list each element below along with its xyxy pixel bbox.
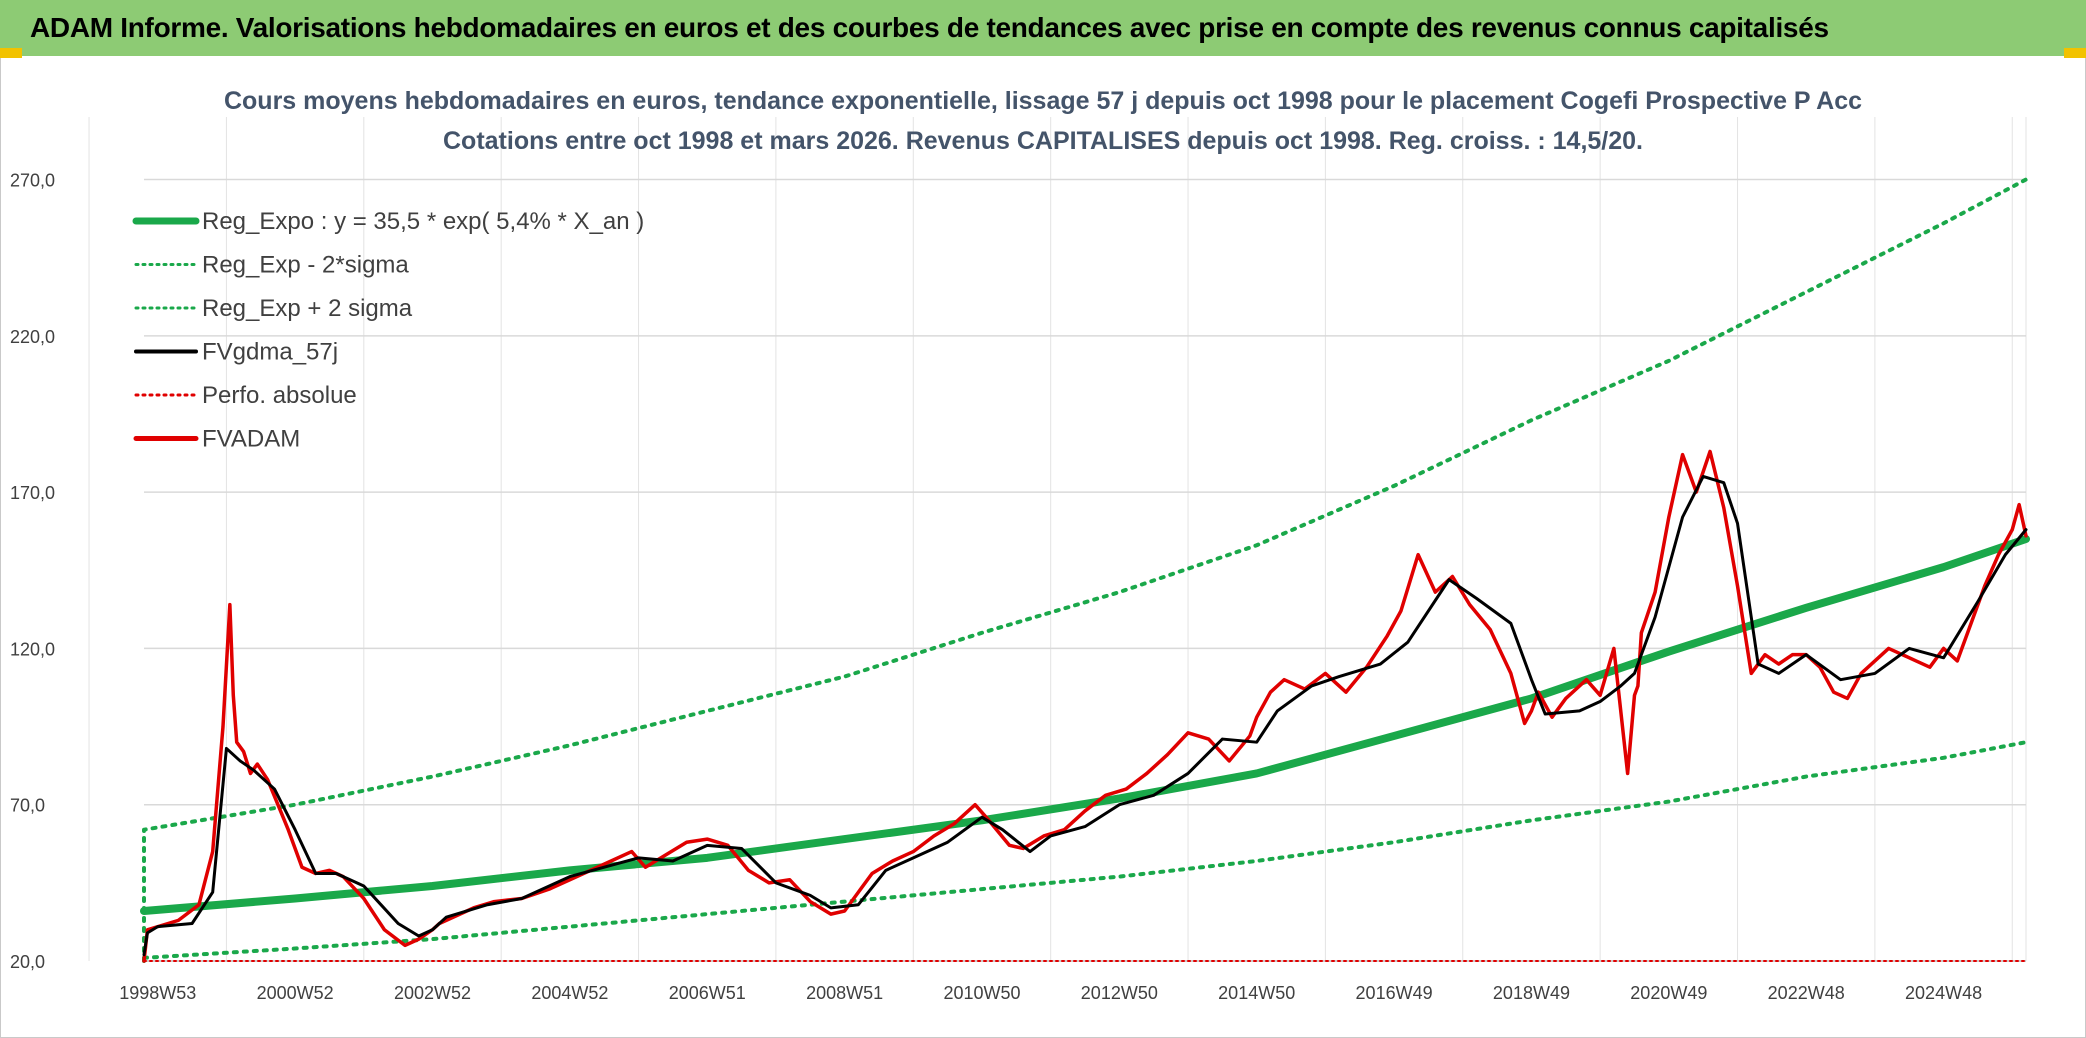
y-tick-label: 70,0	[10, 796, 45, 816]
x-tick-label: 2020W49	[1630, 983, 1707, 1003]
x-tick-label: 2002W52	[394, 983, 471, 1003]
y-tick-label: 220,0	[10, 327, 55, 347]
x-tick-label: 2006W51	[669, 983, 746, 1003]
x-tick-label: 2010W50	[943, 983, 1020, 1003]
series-line-reg-expo	[140, 535, 2030, 915]
series-line-reg-exp-2-sigma	[142, 740, 2028, 960]
legend-label: Perfo. absolue	[202, 382, 357, 409]
x-tick-label: 1998W53	[119, 983, 196, 1003]
series-line-fvgdma-57j	[142, 474, 2028, 957]
chart-legend: Reg_Expo : y = 35,5 * exp( 5,4% * X_an )…	[132, 208, 644, 453]
banner-corner-left	[0, 48, 22, 58]
banner-corner-right	[2064, 48, 2086, 58]
legend-label: FVgdma_57j	[202, 339, 338, 366]
x-tick-label: 2018W49	[1493, 983, 1570, 1003]
x-tick-label: 2014W50	[1218, 983, 1295, 1003]
chart-title-line: Cotations entre oct 1998 et mars 2026. R…	[443, 127, 1643, 155]
x-tick-label: 2004W52	[531, 983, 608, 1003]
series-line-fvadam	[142, 449, 2028, 963]
chart-axes: 20,0 70,0 120,0 170,0 220,0 270,0 1998W53 2000W…	[10, 171, 2026, 1003]
x-tick-label: 2000W52	[257, 983, 334, 1003]
y-tick-label: 120,0	[10, 639, 55, 659]
x-tick-label: 2008W51	[806, 983, 883, 1003]
x-tick-label: 2024W48	[1905, 983, 1982, 1003]
x-tick-label: 2016W49	[1356, 983, 1433, 1003]
report-title: ADAM Informe. Valorisations hebdomadaire…	[30, 12, 1829, 43]
x-tick-label: 2012W50	[1081, 983, 1158, 1003]
chart-series	[140, 177, 2030, 963]
report-banner: ADAM Informe. Valorisations hebdomadaire…	[0, 0, 2086, 58]
legend-label: FVADAM	[202, 426, 300, 453]
legend-label: Reg_Expo : y = 35,5 * exp( 5,4% * X_an )	[202, 208, 644, 235]
chart-title-line: Cours moyens hebdomadaires en euros, ten…	[224, 87, 1862, 115]
y-tick-label: 170,0	[10, 483, 55, 503]
y-tick-label: 270,0	[10, 171, 55, 191]
x-tick-label: 2022W48	[1768, 983, 1845, 1003]
series-line-reg-exp-2-sigma	[142, 177, 2028, 963]
legend-label: Reg_Exp - 2*sigma	[202, 252, 409, 279]
legend-label: Reg_Exp + 2 sigma	[202, 295, 413, 322]
y-tick-label: 20,0	[10, 952, 45, 972]
chart-title: Cours moyens hebdomadaires en euros, ten…	[224, 87, 1862, 155]
